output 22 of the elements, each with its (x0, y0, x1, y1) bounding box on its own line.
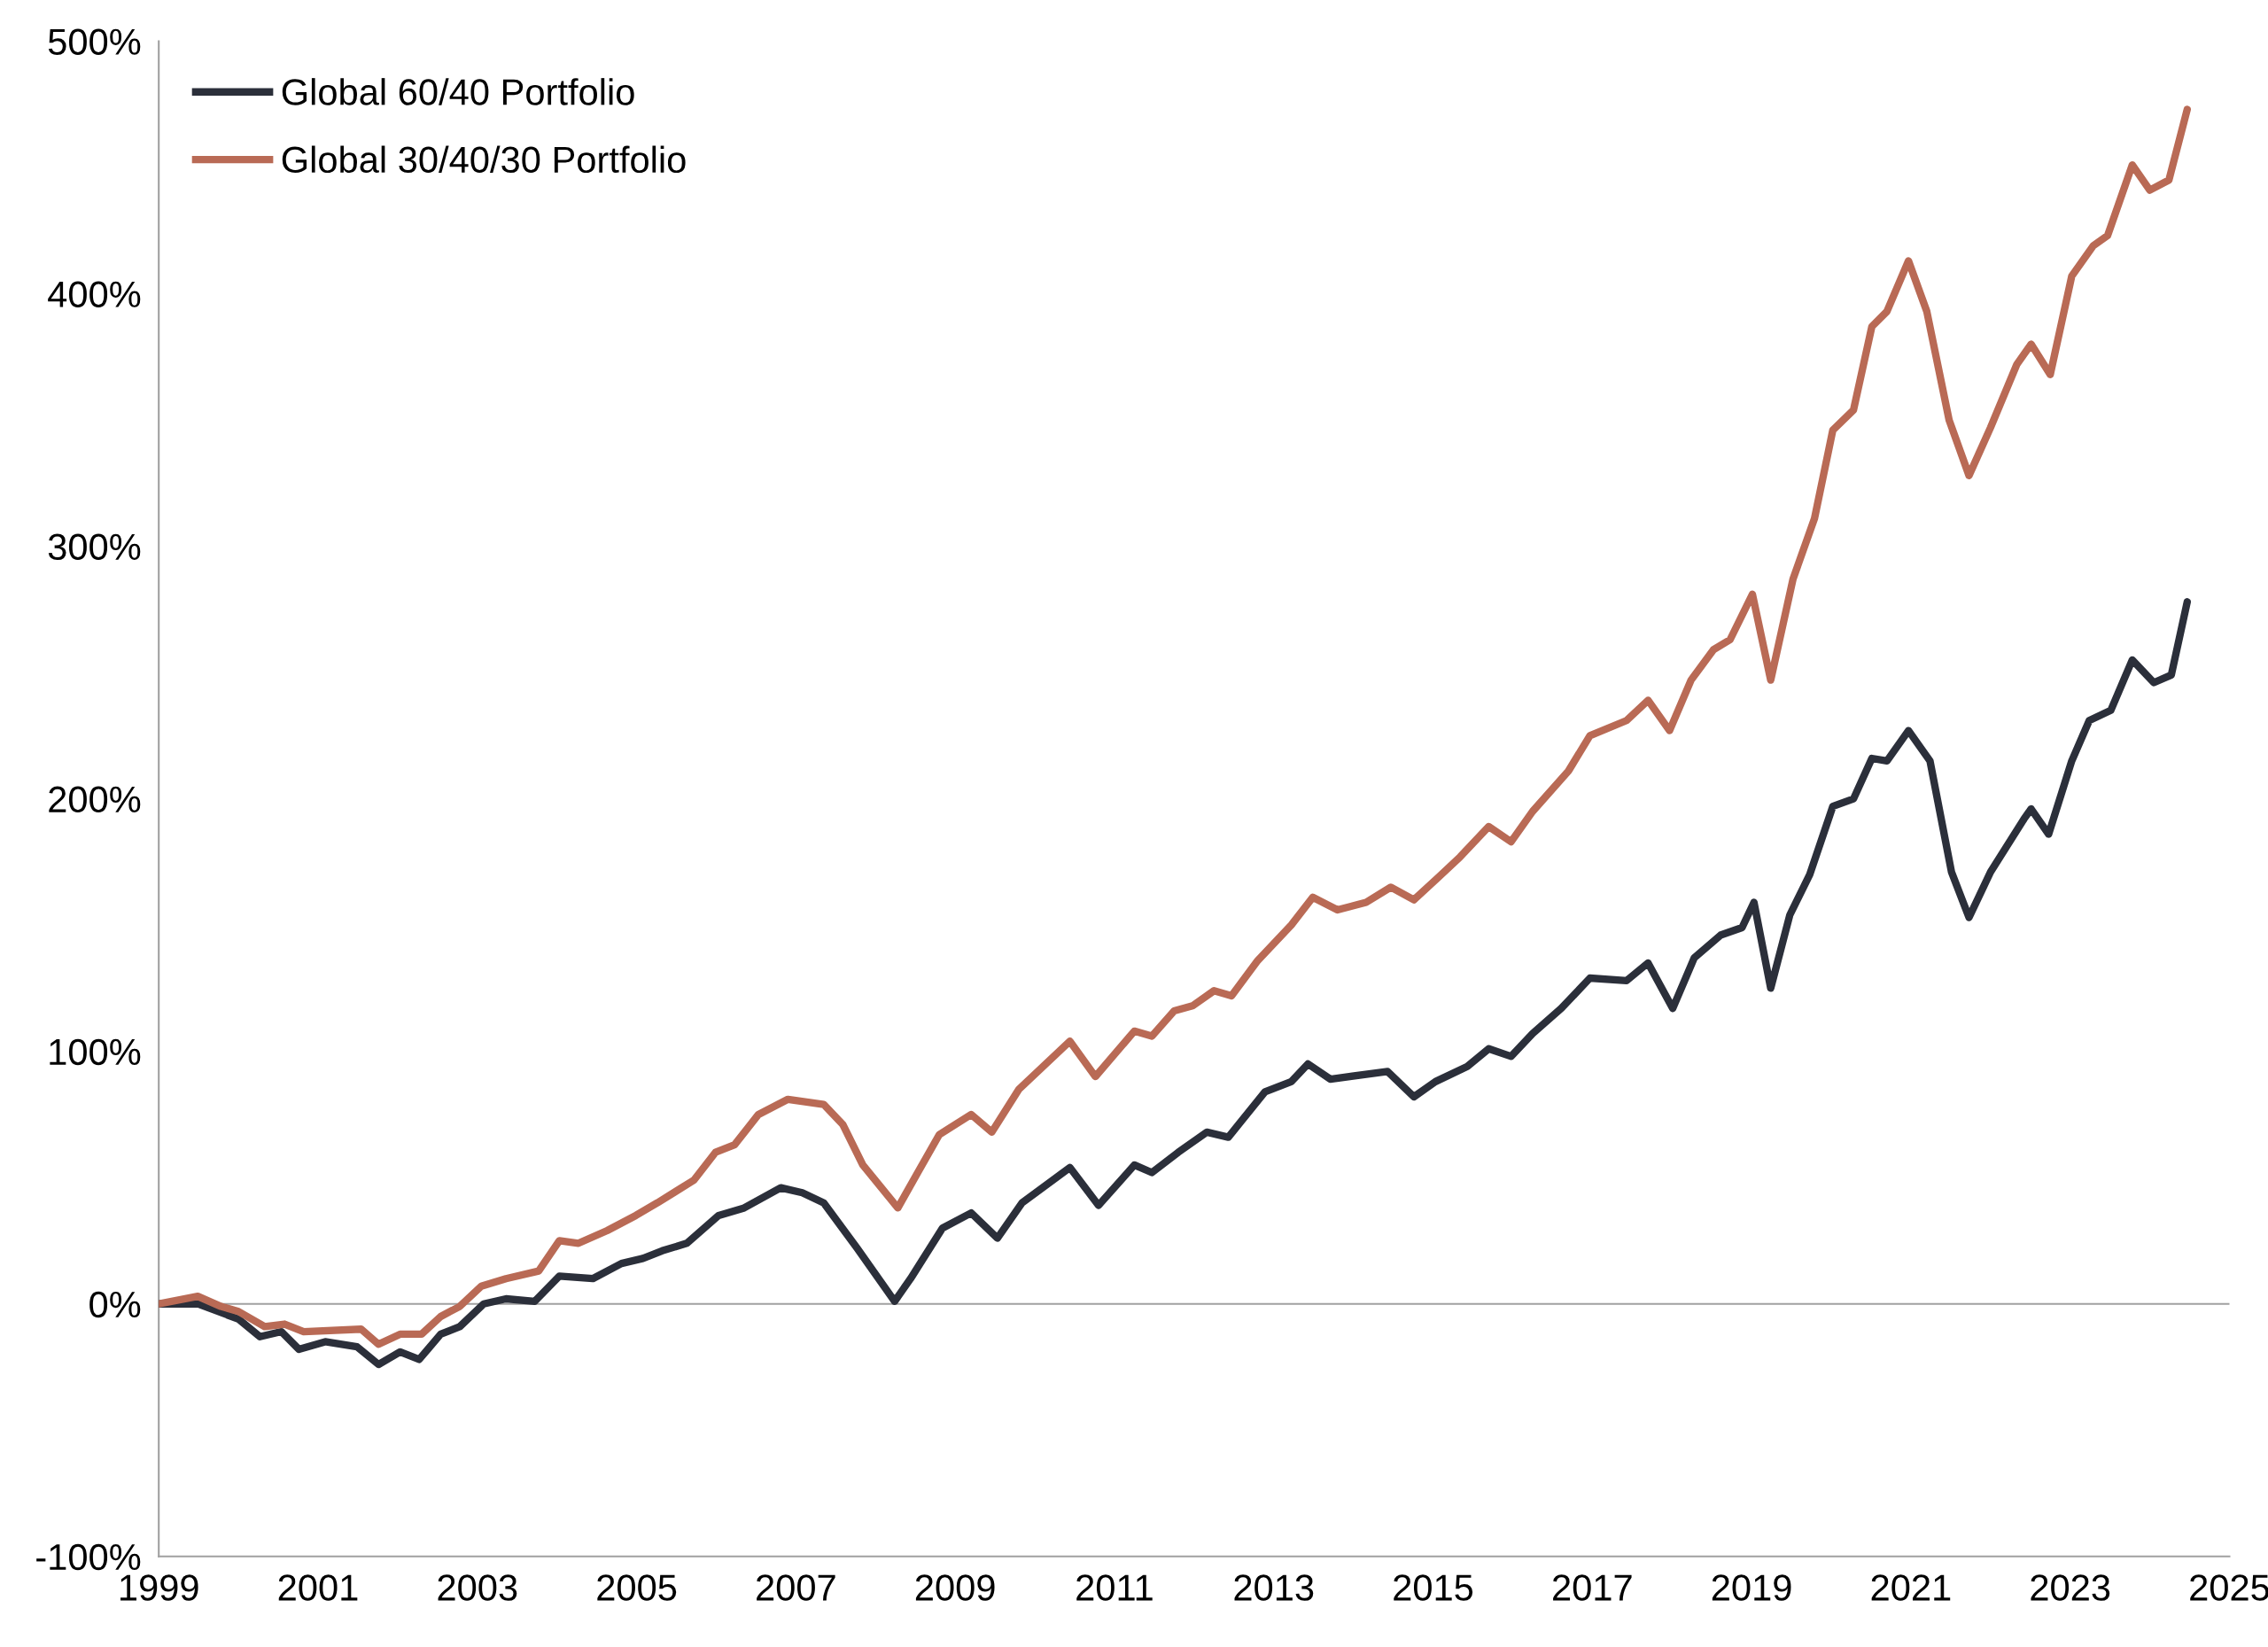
legend-label: Global 60/40 Portfolio (282, 78, 634, 105)
x-tick-label: 2009 (915, 1574, 995, 1601)
y-tick-label: 200% (49, 786, 141, 813)
y-tick-label: 400% (48, 281, 141, 308)
y-tick-label: -100% (36, 1543, 141, 1571)
x-tick-label: 1999 (120, 1574, 198, 1601)
x-tick-label: 2023 (2031, 1574, 2110, 1601)
x-tick-label: 2007 (757, 1574, 835, 1601)
x-tick-label: 2003 (438, 1574, 517, 1601)
x-tick-label: 2001 (278, 1574, 358, 1601)
x-tick-label: 2013 (1234, 1574, 1314, 1601)
y-tick-label: 300% (48, 533, 141, 561)
y-tick-label: 100% (50, 1038, 141, 1066)
x-tick-label: 2005 (597, 1574, 677, 1601)
legend-label: Global 30/40/30 Portfolio (282, 145, 686, 174)
y-tick-label: 0% (89, 1291, 141, 1318)
x-tick-label: 2019 (1712, 1574, 1791, 1601)
x-tick-label: 2017 (1553, 1574, 1632, 1601)
x-tick-label: 2021 (1871, 1574, 1951, 1601)
x-tick-label: 2011 (1076, 1574, 1153, 1601)
x-tick-label: 2015 (1394, 1574, 1473, 1601)
y-tick-label: 500% (48, 28, 141, 55)
